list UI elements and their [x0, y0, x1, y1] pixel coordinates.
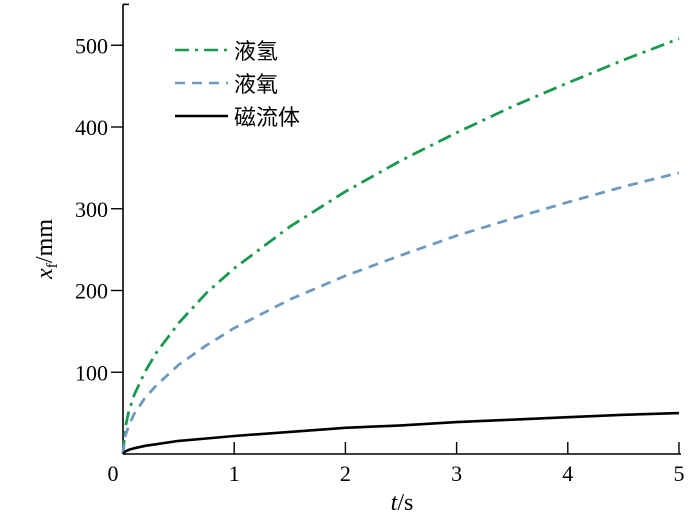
x-tick-label: 4: [562, 461, 573, 486]
x-tick-label: 1: [229, 461, 240, 486]
y-axis-unit: /mm: [32, 219, 58, 263]
legend-label-0: 液氢: [234, 39, 278, 64]
x-axis-var: t: [391, 490, 399, 516]
y-axis-sub: f: [44, 262, 61, 268]
y-axis-var: x: [32, 268, 58, 280]
y-tick-label: 400: [75, 115, 108, 140]
y-tick-label: 300: [75, 197, 108, 222]
y-axis-label: xf/mm: [32, 219, 61, 280]
legend-label-1: 液氧: [234, 72, 278, 97]
y-tick-label: 100: [75, 360, 108, 385]
series-group: [121, 37, 680, 455]
x-axis-label: t/s: [391, 490, 414, 516]
axes: 0 1 2 3 4 5 100 200 300 400 500: [75, 3, 685, 486]
legend-label-2: 磁流体: [234, 105, 300, 130]
x-tick-label: 2: [340, 461, 351, 486]
series-line-2: [122, 411, 680, 455]
series-line-0: [121, 37, 680, 455]
y-axis-spacer: [123, 4, 131, 454]
y-tick-label: 200: [75, 279, 108, 304]
series-line-1: [121, 171, 680, 455]
x-tick-label: 0: [108, 461, 119, 486]
y-tick-label: 500: [75, 33, 108, 58]
x-tick-label: 3: [451, 461, 462, 486]
x-tick-label: 5: [674, 461, 685, 486]
x-axis-unit: /s: [397, 490, 413, 516]
